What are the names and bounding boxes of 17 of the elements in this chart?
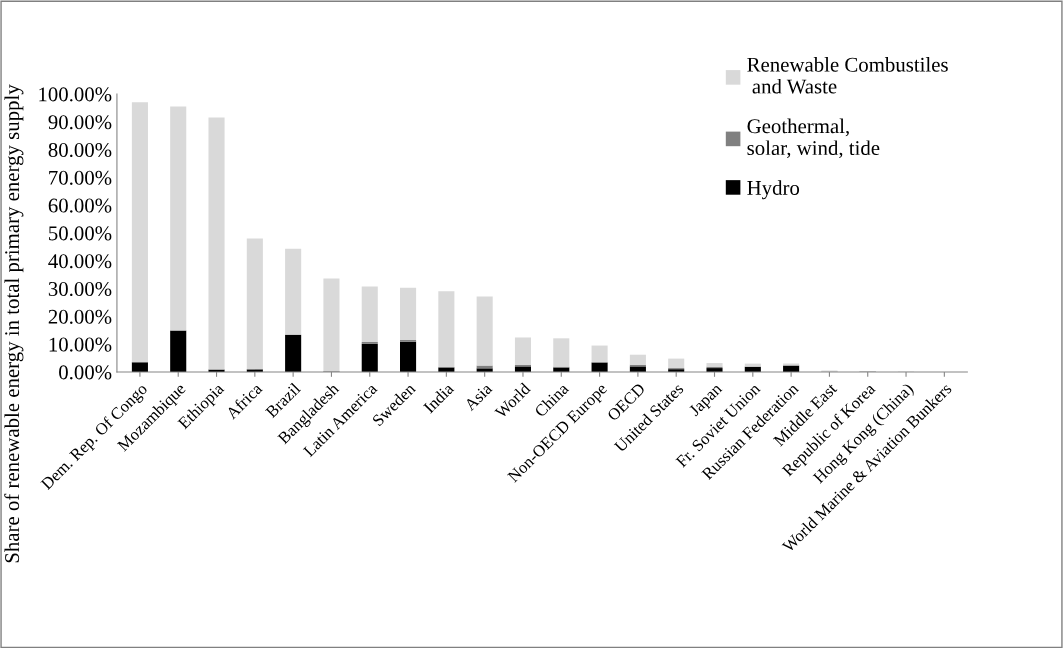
y-tick-label: 30.00% (48, 281, 112, 297)
y-tick-label: 20.00% (48, 309, 112, 324)
y-axis-title: Share of renewable energy in total primary energy supply (4, 84, 24, 563)
y-tick-label: 100.00% (39, 87, 112, 102)
x-tick-label: India (422, 381, 455, 414)
x-tick-label: Asia (463, 382, 493, 412)
legend-label: Renewable Combustiles and Waste (747, 57, 948, 94)
legend-label: Geothermal, solar, wind, tide (747, 118, 880, 159)
y-tick-label: 0.00% (59, 365, 112, 380)
y-tick-label: 50.00% (49, 226, 112, 241)
y-tick-label: 80.00% (48, 142, 112, 158)
y-tick-label: 10.00% (49, 337, 112, 352)
legend-label: Hydro (747, 180, 800, 200)
y-tick-label: 70.00% (49, 170, 112, 185)
y-tick-label: 60.00% (48, 198, 112, 213)
y-tick-label: 90.00% (48, 115, 112, 130)
y-tick-label: 40.00% (48, 254, 112, 269)
